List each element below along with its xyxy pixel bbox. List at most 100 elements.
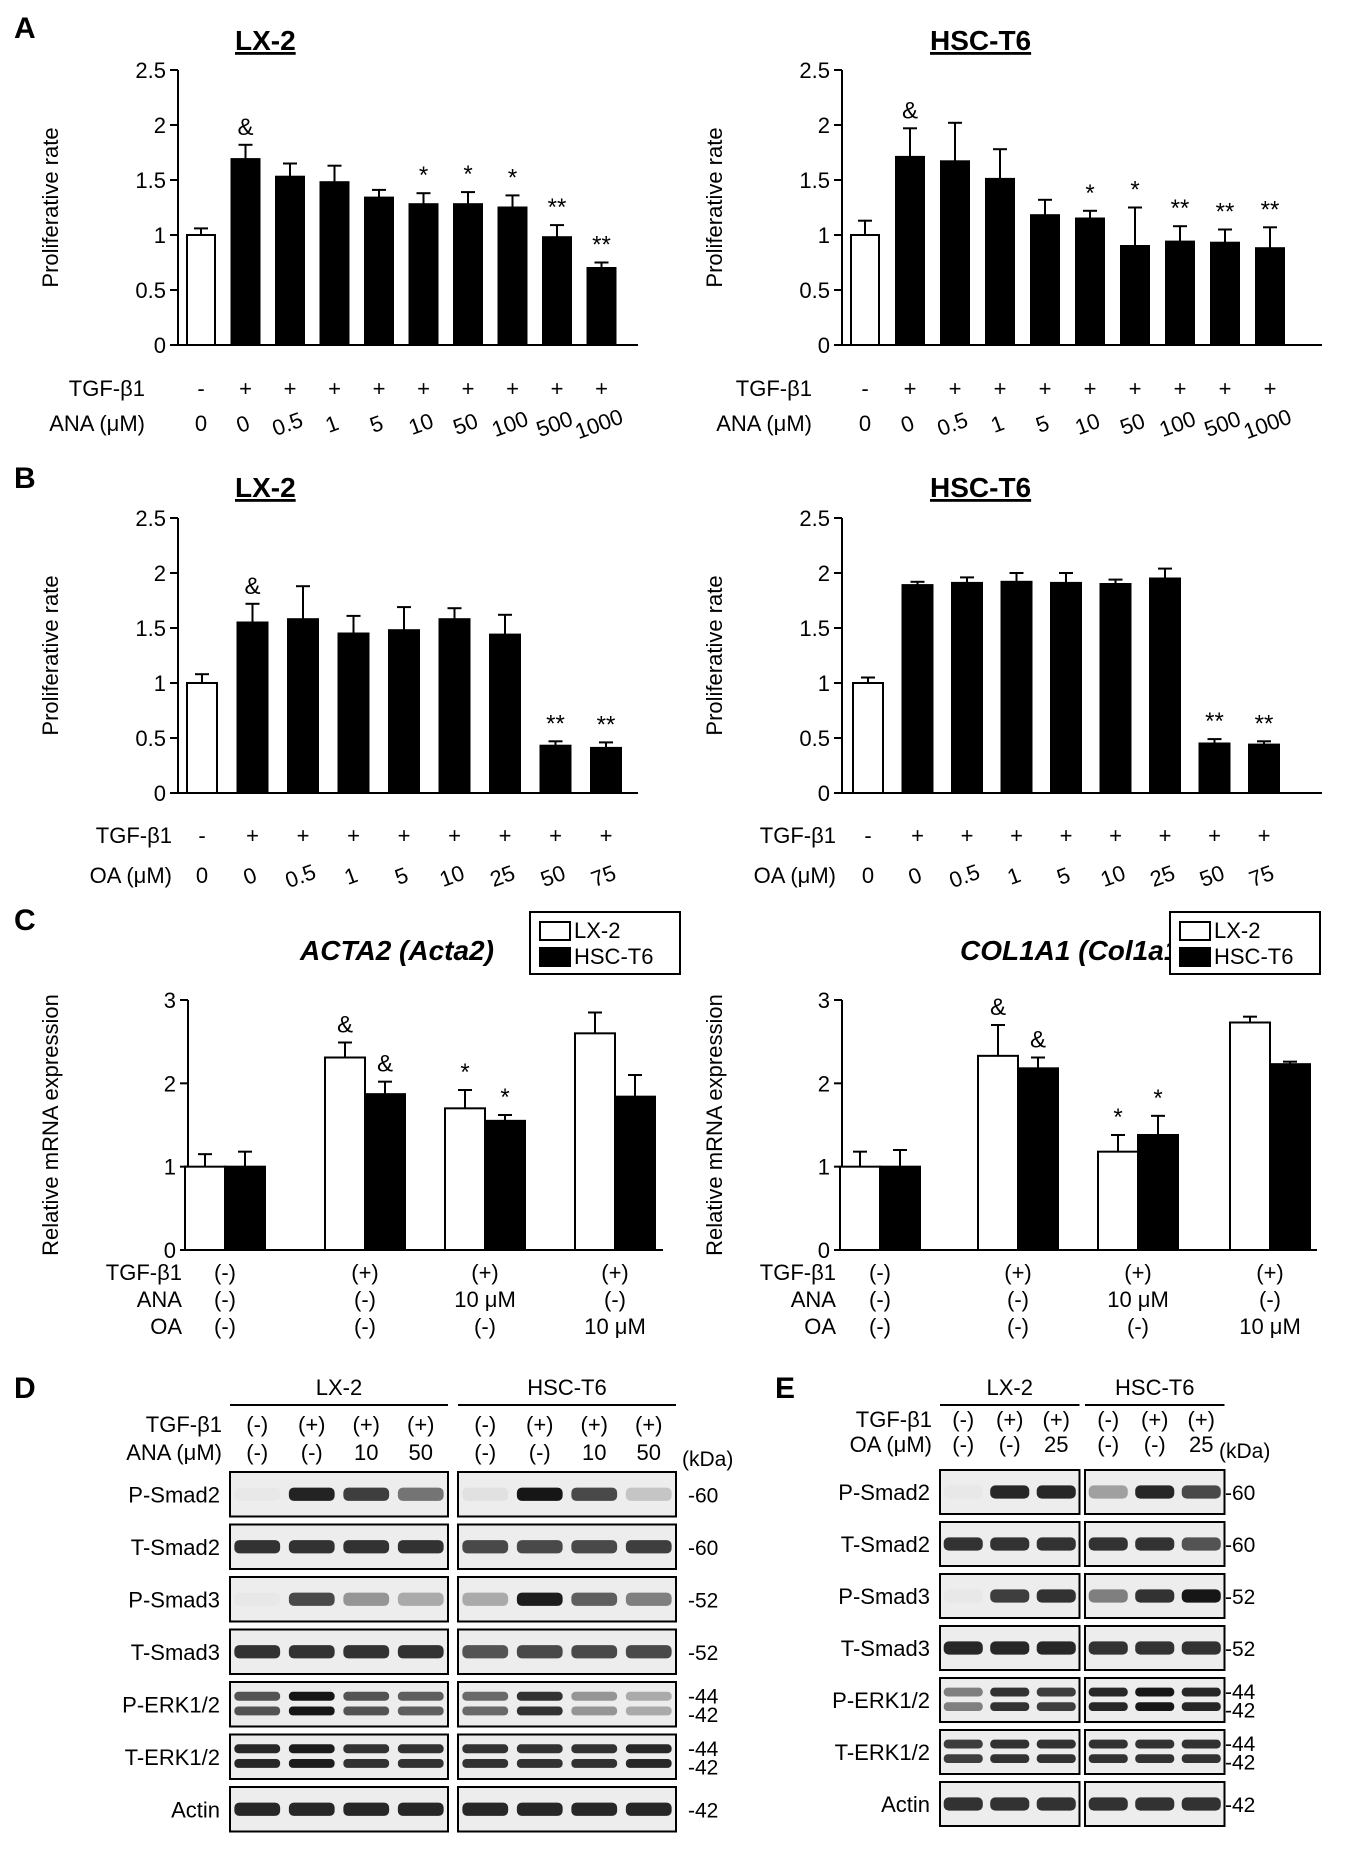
x-tick-label: 0 — [240, 862, 260, 890]
bar — [444, 1107, 486, 1252]
tgf-value: + — [417, 376, 430, 401]
chart-title: LX-2 — [235, 25, 296, 56]
y-tick-label: 1 — [818, 671, 830, 696]
blot-band — [943, 1687, 983, 1697]
bar — [186, 234, 216, 346]
tgf-value: - — [861, 376, 868, 401]
kda-marker: -52 — [1225, 1586, 1255, 1609]
blot-band — [990, 1702, 1030, 1711]
blot-band — [1088, 1754, 1128, 1763]
tgf-value: + — [949, 376, 962, 401]
blot-band — [1135, 1485, 1175, 1499]
legend-entry: LX-2 — [1214, 918, 1260, 943]
row-label: ANA (μM) — [49, 411, 145, 436]
chart-c2: COL1A1 (Col1a1) 0 1 2 3 Relative mRNA express… — [702, 911, 1321, 1339]
kda-marker: -60 — [1225, 1534, 1255, 1557]
blot-band — [397, 1802, 444, 1816]
condition-value: (-) — [214, 1314, 236, 1339]
treatment-lane-value: 25 — [1189, 1432, 1213, 1457]
blot-band — [571, 1744, 618, 1754]
row-label: ANA (μM) — [716, 411, 812, 436]
significance-mark: ** — [1205, 708, 1224, 735]
y-tick-label: 0 — [818, 1238, 830, 1263]
y-tick-label: 2 — [164, 1071, 176, 1096]
significance-mark: & — [377, 1051, 393, 1078]
bar — [337, 632, 370, 794]
condition-value: (-) — [604, 1287, 626, 1312]
x-tick-label: 1 — [987, 410, 1007, 438]
blot-band — [1088, 1797, 1128, 1811]
tgf-lane-value: (+) — [353, 1412, 381, 1437]
blot-row-label: P-Smad3 — [128, 1587, 220, 1612]
y-tick-label: 2 — [154, 561, 166, 586]
bar — [542, 236, 572, 346]
condition-row-label: ANA (μM) — [126, 1440, 222, 1465]
kda-marker: -42 — [1225, 1794, 1255, 1817]
bar — [224, 1165, 266, 1251]
blot-band — [625, 1706, 672, 1716]
bar — [940, 160, 970, 346]
bar — [364, 196, 394, 346]
blot-band — [571, 1487, 618, 1501]
bar — [287, 618, 319, 795]
blot-band — [1088, 1589, 1128, 1603]
blot-band — [1181, 1485, 1221, 1499]
blot-band — [571, 1691, 618, 1701]
significance-mark: & — [237, 114, 253, 141]
y-tick-label: 0 — [154, 333, 166, 358]
y-tick-label: 3 — [164, 988, 176, 1013]
condition-value: (-) — [1007, 1287, 1029, 1312]
kda-marker: -52 — [688, 1589, 718, 1612]
bar — [388, 629, 420, 795]
x-tick-label: 0 — [905, 862, 925, 890]
tgf-value: - — [864, 823, 871, 848]
bar — [1075, 217, 1105, 346]
blot-band — [625, 1645, 672, 1659]
tgf-value: + — [1129, 376, 1142, 401]
bar — [184, 1165, 226, 1251]
bar — [1030, 214, 1060, 346]
y-tick-label: 2 — [818, 1071, 830, 1096]
condition-value: (+) — [471, 1260, 499, 1285]
blot-band — [1181, 1754, 1221, 1763]
x-tick-label: 25 — [1147, 860, 1179, 892]
bar — [1099, 583, 1132, 794]
blot-band — [1181, 1641, 1221, 1655]
blot-row-label: P-Smad2 — [838, 1480, 930, 1505]
condition-value: 10 μM — [1239, 1314, 1301, 1339]
blot-band — [944, 1485, 983, 1498]
tgf-value: + — [284, 376, 297, 401]
x-tick-label: 0 — [233, 410, 253, 438]
row-label: TGF-β1 — [760, 1260, 836, 1285]
blot-band — [1181, 1702, 1221, 1711]
tgf-value: + — [1109, 823, 1122, 848]
condition-value: 10 μM — [584, 1314, 646, 1339]
x-tick-label: 0.5 — [269, 407, 306, 441]
tgf-value: + — [1060, 823, 1073, 848]
y-tick-label: 0 — [818, 781, 830, 806]
treatment-lane-value: (-) — [301, 1440, 323, 1465]
significance-mark: ** — [597, 711, 616, 738]
y-tick-label: 1.5 — [799, 168, 830, 193]
blot-band — [1036, 1702, 1076, 1711]
blot-band — [625, 1592, 672, 1606]
kda-label: (kDa) — [682, 1448, 733, 1471]
treatment-lane-value: 10 — [354, 1440, 378, 1465]
blot-band — [990, 1754, 1030, 1763]
significance-mark: ** — [1171, 195, 1190, 222]
significance-mark: ** — [1255, 710, 1274, 737]
tgf-value: + — [1084, 376, 1097, 401]
kda-marker: -52 — [1225, 1638, 1255, 1661]
treatment-lane-value: (-) — [246, 1440, 268, 1465]
bar — [1050, 581, 1082, 795]
blot-band — [1036, 1537, 1076, 1551]
blot-band — [1036, 1754, 1076, 1763]
blot-row-label: P-Smad3 — [838, 1584, 930, 1609]
legend-swatch — [539, 921, 571, 941]
blot-band — [1088, 1537, 1128, 1551]
blot-band — [1135, 1589, 1175, 1603]
blot-band — [288, 1758, 335, 1768]
western-blot-d: LX-2 HSC-T6 TGF-β1 ANA (μM) (-) (-) (+) (-) (+) 1… — [122, 1375, 733, 1833]
bar — [484, 1119, 526, 1252]
